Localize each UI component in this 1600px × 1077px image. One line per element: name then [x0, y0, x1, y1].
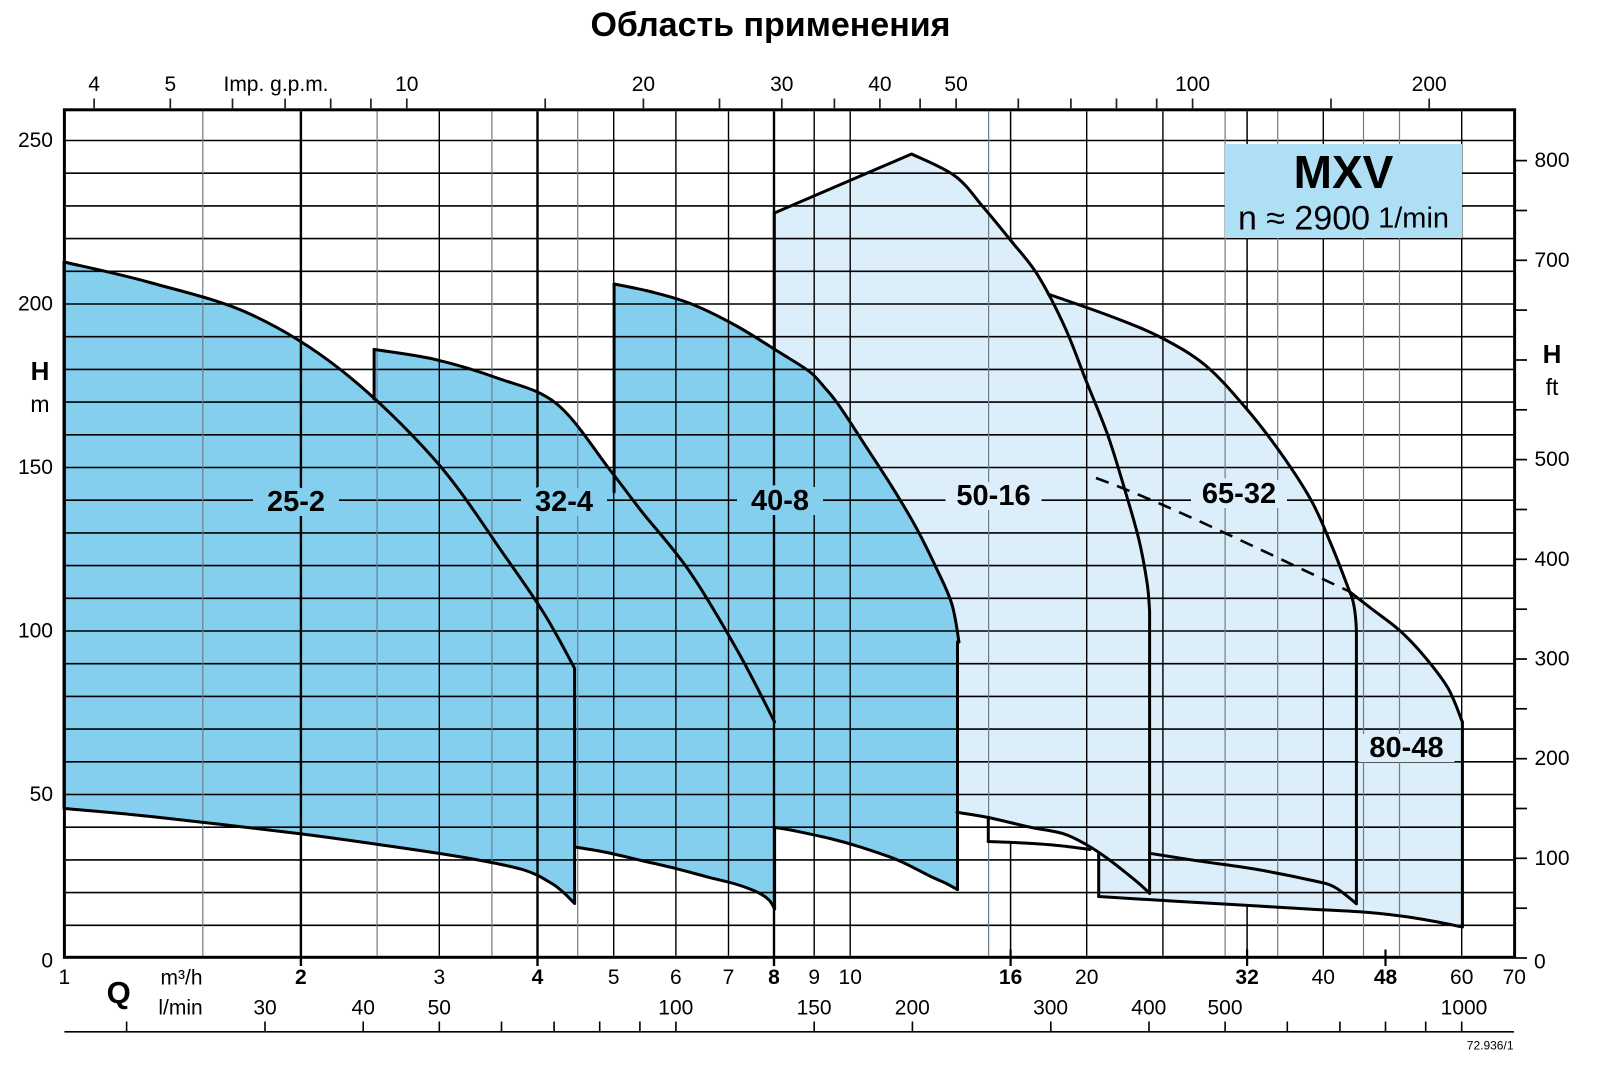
svg-text:200: 200 [1412, 73, 1447, 96]
svg-text:200: 200 [895, 997, 930, 1020]
svg-text:800: 800 [1535, 149, 1570, 172]
svg-text:6: 6 [670, 966, 682, 989]
svg-text:500: 500 [1207, 997, 1242, 1020]
svg-text:2: 2 [295, 966, 307, 989]
svg-text:50: 50 [428, 997, 451, 1020]
svg-text:60: 60 [1450, 966, 1473, 989]
svg-text:7: 7 [723, 966, 735, 989]
svg-text:H: H [1543, 339, 1562, 369]
svg-text:0: 0 [1534, 951, 1546, 974]
svg-text:9: 9 [808, 966, 820, 989]
svg-text:100: 100 [1175, 73, 1210, 96]
svg-text:72.936/1: 72.936/1 [1467, 1039, 1514, 1053]
svg-text:65-32: 65-32 [1202, 478, 1276, 510]
svg-text:100: 100 [1535, 847, 1570, 870]
svg-text:100: 100 [18, 620, 53, 643]
svg-text:H: H [31, 356, 50, 386]
svg-text:100: 100 [658, 997, 693, 1020]
svg-text:200: 200 [18, 293, 53, 316]
svg-text:5: 5 [608, 966, 620, 989]
svg-text:40: 40 [1312, 966, 1335, 989]
svg-text:300: 300 [1535, 648, 1570, 671]
svg-text:MXV: MXV [1294, 146, 1394, 198]
svg-text:50: 50 [944, 73, 967, 96]
svg-text:4: 4 [88, 73, 100, 96]
svg-text:40-8: 40-8 [751, 485, 809, 517]
svg-text:4: 4 [532, 966, 544, 989]
svg-text:40: 40 [868, 73, 891, 96]
svg-text:20: 20 [632, 73, 655, 96]
svg-text:m³/h: m³/h [161, 967, 203, 990]
svg-text:300: 300 [1033, 997, 1068, 1020]
svg-text:50-16: 50-16 [956, 480, 1030, 512]
svg-text:700: 700 [1535, 249, 1570, 272]
svg-text:16: 16 [999, 966, 1022, 989]
svg-text:40: 40 [352, 997, 375, 1020]
svg-text:Imp. g.p.m.: Imp. g.p.m. [223, 73, 328, 96]
svg-text:30: 30 [253, 997, 276, 1020]
svg-text:n ≈ 2900 1/min: n ≈ 2900 1/min [1238, 200, 1449, 238]
svg-text:1000: 1000 [1441, 997, 1488, 1020]
svg-text:30: 30 [770, 73, 793, 96]
svg-text:70: 70 [1503, 966, 1526, 989]
svg-text:l/min: l/min [158, 997, 202, 1020]
svg-text:0: 0 [41, 950, 53, 973]
svg-text:5: 5 [164, 73, 176, 96]
svg-text:32-4: 32-4 [535, 486, 593, 518]
svg-text:3: 3 [433, 966, 445, 989]
svg-text:Q: Q [107, 975, 131, 1010]
svg-text:50: 50 [30, 783, 53, 806]
svg-text:200: 200 [1535, 747, 1570, 770]
svg-text:20: 20 [1075, 966, 1098, 989]
svg-text:48: 48 [1374, 966, 1398, 989]
svg-text:10: 10 [839, 966, 862, 989]
svg-text:400: 400 [1535, 548, 1570, 571]
svg-text:250: 250 [18, 129, 53, 152]
svg-text:150: 150 [18, 456, 53, 479]
svg-text:25-2: 25-2 [267, 486, 325, 518]
svg-text:Область применения: Область применения [590, 6, 950, 44]
svg-text:150: 150 [797, 997, 832, 1020]
svg-text:80-48: 80-48 [1369, 732, 1443, 764]
svg-text:500: 500 [1535, 448, 1570, 471]
svg-text:1: 1 [59, 966, 71, 989]
svg-text:8: 8 [768, 966, 780, 989]
svg-text:32: 32 [1235, 966, 1258, 989]
svg-text:ft: ft [1546, 374, 1559, 400]
svg-text:400: 400 [1131, 997, 1166, 1020]
svg-text:m: m [30, 391, 49, 417]
svg-text:10: 10 [395, 73, 418, 96]
